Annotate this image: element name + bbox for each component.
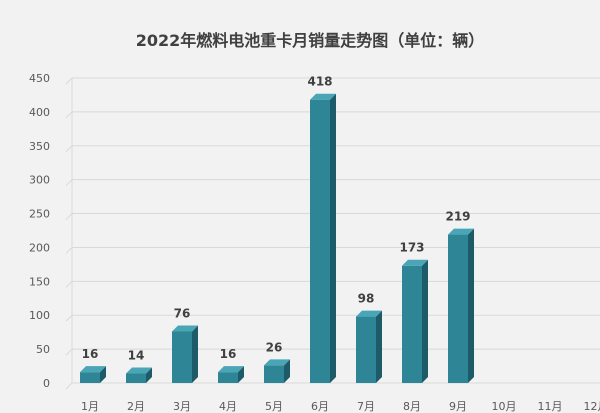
bar-side bbox=[146, 367, 152, 383]
gridline-depth bbox=[65, 247, 73, 254]
bar-top bbox=[264, 359, 290, 366]
x-axis-ticks: 1月 2月 3月 4月 5月 6月 7月 8月 9月 10月 11月 12月 bbox=[81, 400, 600, 413]
bar-side bbox=[238, 366, 244, 383]
data-label: 98 bbox=[358, 292, 375, 306]
data-label: 16 bbox=[82, 347, 99, 361]
data-labels: 16 14 76 16 26 418 98 173 219 bbox=[82, 75, 471, 363]
data-label: 16 bbox=[220, 347, 237, 361]
bar-side bbox=[376, 310, 382, 383]
x-tick-label: 8月 bbox=[403, 400, 421, 413]
gridline-depth bbox=[65, 145, 73, 153]
bar-front bbox=[218, 372, 238, 383]
x-tick-label: 4月 bbox=[219, 400, 237, 413]
bar-front bbox=[402, 265, 422, 383]
bar-top bbox=[356, 310, 382, 317]
bar-top bbox=[126, 367, 152, 374]
x-tick-label: 3月 bbox=[173, 400, 191, 413]
bar bbox=[126, 367, 152, 383]
bar-top bbox=[218, 366, 244, 373]
bar bbox=[310, 93, 336, 383]
data-label: 76 bbox=[174, 306, 191, 320]
gridline-depth bbox=[65, 314, 73, 322]
y-tick-label: 150 bbox=[29, 275, 50, 288]
x-tick-label: 10月 bbox=[492, 400, 517, 413]
gridline-depth bbox=[65, 280, 73, 288]
y-tick-label: 300 bbox=[29, 174, 50, 187]
bar-top bbox=[310, 93, 336, 100]
y-tick-label: 350 bbox=[29, 140, 50, 153]
bar-side bbox=[422, 259, 428, 383]
bar bbox=[80, 366, 106, 383]
x-tick-label: 12月 bbox=[584, 400, 600, 413]
x-tick-label: 6月 bbox=[311, 400, 329, 413]
chart-title: 2022年燃料电池重卡月销量走势图（单位：辆） bbox=[136, 31, 485, 50]
y-tick-label: 450 bbox=[29, 72, 50, 85]
x-tick-label: 2月 bbox=[127, 400, 145, 413]
bar-side bbox=[100, 366, 106, 383]
bar-top bbox=[448, 228, 474, 235]
bar-front bbox=[172, 331, 192, 383]
data-label: 26 bbox=[266, 340, 283, 354]
bar-top bbox=[402, 259, 428, 266]
gridline-depth bbox=[65, 382, 73, 390]
y-axis-ticks: 0 50 100 150 200 250 300 350 400 450 bbox=[29, 72, 50, 390]
x-tick-label: 11月 bbox=[538, 400, 563, 413]
x-tick-label: 7月 bbox=[357, 400, 375, 413]
y-tick-label: 50 bbox=[36, 343, 50, 356]
gridline-depth bbox=[65, 348, 73, 356]
gridline-depth bbox=[65, 111, 73, 119]
bar bbox=[356, 310, 382, 383]
x-tick-label: 5月 bbox=[265, 400, 283, 413]
bar-side bbox=[468, 228, 474, 383]
gridline-depth bbox=[65, 77, 73, 85]
gridline-depth bbox=[65, 213, 73, 220]
y-tick-label: 400 bbox=[29, 106, 50, 119]
data-label: 219 bbox=[445, 210, 470, 224]
bar bbox=[218, 366, 244, 383]
bar-front bbox=[264, 365, 284, 383]
bar-top bbox=[172, 325, 198, 332]
bar bbox=[448, 228, 474, 383]
x-tick-label: 1月 bbox=[81, 400, 99, 413]
bar-top bbox=[80, 366, 106, 373]
bar-front bbox=[356, 316, 376, 383]
bar-front bbox=[310, 99, 330, 383]
data-label: 14 bbox=[128, 349, 145, 363]
y-tick-label: 100 bbox=[29, 309, 50, 322]
bar-side bbox=[330, 93, 336, 383]
bar bbox=[172, 325, 198, 383]
x-tick-label: 9月 bbox=[449, 400, 467, 413]
y-tick-label: 200 bbox=[29, 241, 50, 254]
bar-front bbox=[448, 234, 468, 383]
bar bbox=[264, 359, 290, 383]
gridline-depth bbox=[65, 179, 73, 187]
bar bbox=[402, 259, 428, 383]
y-tick-label: 0 bbox=[43, 377, 50, 390]
bars bbox=[80, 93, 474, 383]
y-tick-label: 250 bbox=[29, 208, 50, 221]
bar-front bbox=[126, 373, 146, 383]
data-label: 418 bbox=[307, 75, 332, 89]
bar-front bbox=[80, 372, 100, 383]
bar-side bbox=[192, 325, 198, 383]
data-label: 173 bbox=[399, 241, 424, 255]
bar-side bbox=[284, 359, 290, 383]
